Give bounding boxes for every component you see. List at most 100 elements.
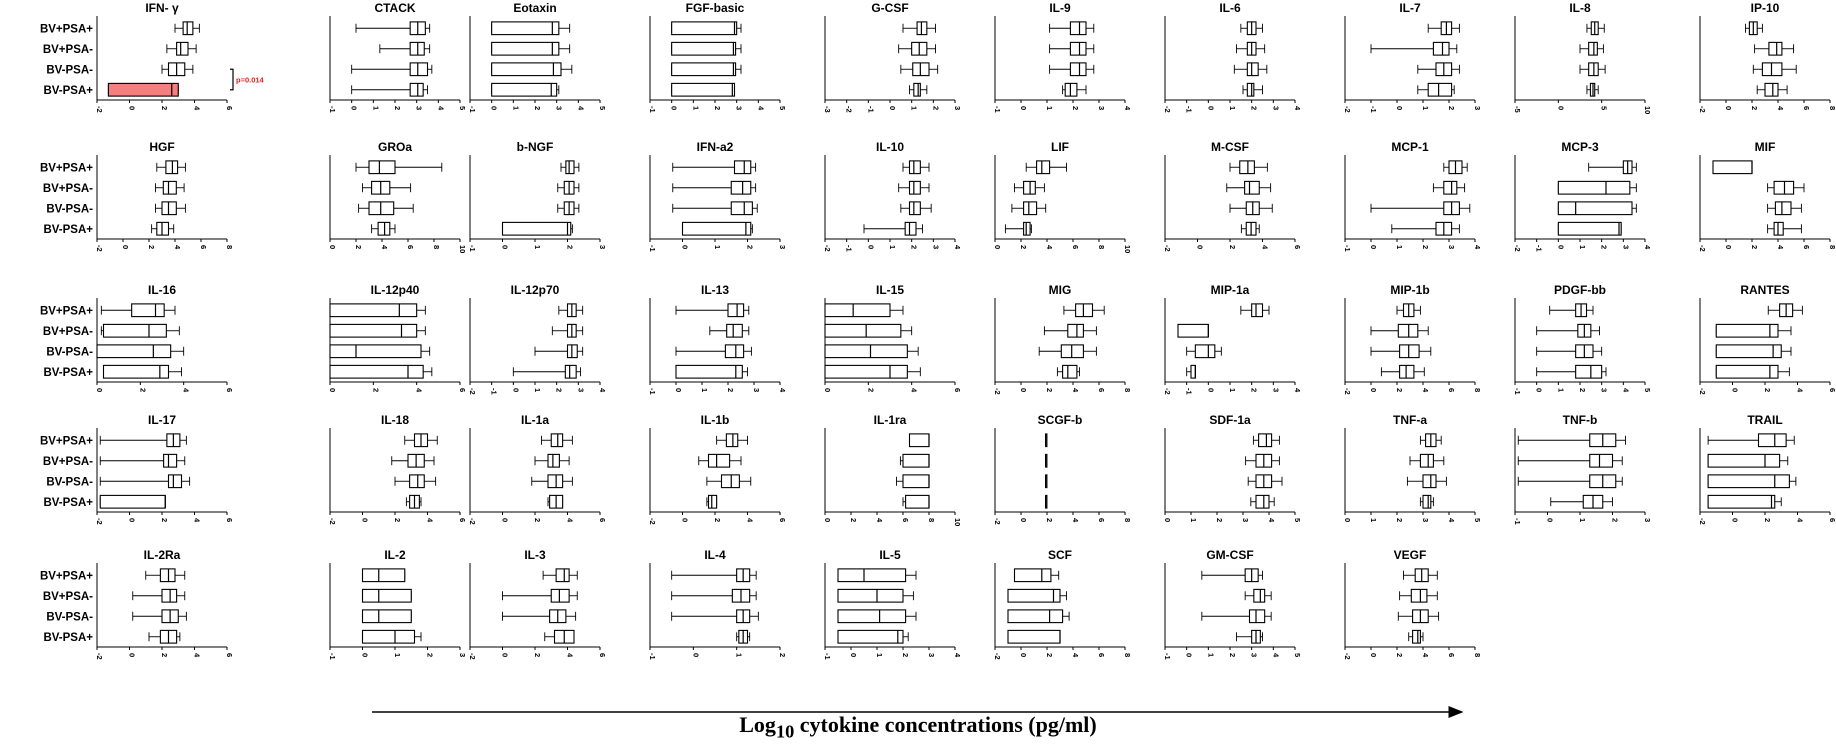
tick-label: 6	[225, 106, 234, 110]
tick-label: 8	[1473, 653, 1482, 657]
group-label: BV+PSA+	[40, 305, 93, 317]
tick-label: -1	[490, 388, 499, 395]
panel-title: MIP-1b	[1390, 283, 1429, 297]
tick-label: 0	[490, 106, 499, 110]
tick-label: 6	[225, 653, 234, 657]
tick-label: 4	[566, 518, 575, 523]
tick-label: 2	[910, 245, 919, 249]
tick-label: 8	[432, 245, 441, 249]
tick-label: -2	[1513, 245, 1522, 252]
tick-label: 3	[458, 653, 467, 657]
panel-pdgf-bb: PDGF-bb -1 0 1 2 3 4 5	[1513, 283, 1652, 395]
box	[1258, 433, 1273, 448]
panel-sdf-1a: SDF-1a 0 1 2 3 4 5	[1163, 413, 1302, 523]
box	[102, 323, 167, 338]
tick-label: 6	[458, 388, 467, 392]
box	[1251, 303, 1264, 318]
panel-title: VEGF	[1394, 548, 1427, 562]
tick-label: 6	[778, 518, 787, 522]
tick-label: 3	[1621, 245, 1630, 249]
box	[1190, 364, 1196, 379]
tick-label: 1	[1556, 388, 1565, 392]
panel-mig: MIG -2 0 2 4 6 8	[993, 283, 1132, 395]
panel-scf: SCF -2 0 2 4 6 8	[993, 548, 1132, 660]
tick-label: 0	[1556, 245, 1565, 249]
tick-label: 2	[160, 653, 169, 657]
tick-label: 6	[1097, 388, 1106, 392]
tick-label: -2	[95, 518, 104, 525]
box	[1069, 21, 1087, 36]
tick-label: 0	[1369, 653, 1378, 657]
panel-ifn-a2: IFN-a2 -1 0 1 2 3	[648, 140, 787, 252]
box	[501, 221, 572, 236]
panels: IFN- γ BV+PSA+ BV+PSA- BV-PSA- BV-PSA+ -2 0 2 4 6…	[40, 1, 1836, 660]
tick-label: 4	[910, 388, 919, 393]
tick-label: 1	[1228, 106, 1237, 110]
tick-label: 0	[1185, 653, 1194, 657]
tick-label: 0	[1724, 106, 1733, 110]
tick-label: 1	[910, 106, 919, 110]
panel-il-1ra: IL-1ra 0 2 4 6 8 10	[823, 413, 962, 526]
panel-title: IL-1a	[521, 413, 549, 427]
panel-il-12p40: IL-12p40 0 2 4 6	[328, 283, 467, 393]
x-axis-label: Log10 cytokine concentrations (pg/ml)	[739, 712, 1097, 742]
box	[1588, 41, 1598, 56]
box	[1248, 609, 1266, 624]
panel-fgf-basic: FGF-basic -1 0 1 2 3 4 5	[648, 1, 787, 113]
tick-label: 4	[1261, 245, 1270, 250]
tick-label: 0	[670, 106, 679, 110]
panel-title: SDF-1a	[1209, 413, 1251, 427]
tick-label: 2	[1763, 518, 1772, 522]
tick-label: 2	[1228, 245, 1237, 249]
panel-mip-1b: MIP-1b -2 0 2 4 6 8	[1343, 283, 1482, 395]
box	[361, 588, 412, 603]
tick-label: 2	[1071, 106, 1080, 110]
panel-hgf: HGF BV+PSA+ BV+PSA- BV-PSA- BV-PSA+ -2 0 2 4 6 8	[40, 140, 234, 252]
tick-label: -1	[328, 106, 337, 113]
panel-title: MIG	[1049, 283, 1072, 297]
tick-label: 2	[1250, 388, 1259, 392]
tick-label: -1	[993, 106, 1002, 113]
box	[564, 364, 577, 379]
tick-label: -1	[1185, 106, 1194, 113]
tick-label: -1	[1513, 518, 1522, 525]
tick-label: 4	[953, 653, 962, 658]
box	[96, 344, 172, 359]
tick-label: 0	[1019, 106, 1028, 110]
panel-tnf-a: TNF-a 0 1 2 3 4 5	[1343, 413, 1482, 523]
tick-label: 6	[199, 245, 208, 249]
box	[1023, 201, 1038, 216]
group-label: BV+PSA-	[43, 44, 93, 56]
box	[730, 201, 753, 216]
tick-label: 6	[1447, 653, 1456, 657]
tick-label: 3	[1643, 518, 1652, 522]
panel-il-8: IL-8 -5 0 5 10	[1513, 1, 1652, 114]
box	[1062, 364, 1078, 379]
tick-label: 2	[1395, 518, 1404, 522]
box	[904, 221, 917, 236]
tick-label: 2	[147, 245, 156, 249]
box	[1069, 41, 1087, 56]
tick-label: 3	[1241, 518, 1250, 522]
box	[99, 494, 166, 509]
tick-label: -3	[823, 106, 832, 113]
tick-label: 3	[1097, 106, 1106, 110]
panel-title: MCP-3	[1561, 140, 1599, 154]
panel-title: IL-5	[879, 548, 901, 562]
box	[1757, 433, 1787, 448]
tick-label: 0	[866, 245, 875, 249]
tick-label: 0	[888, 106, 897, 110]
tick-label: 1	[511, 106, 520, 110]
tick-label: 5	[1293, 653, 1302, 657]
box	[671, 82, 736, 97]
group-label: BV+PSA+	[40, 435, 93, 447]
tick-label: 8	[1123, 388, 1132, 392]
tick-label: 0	[1019, 653, 1028, 657]
tick-label: 0	[350, 106, 359, 110]
box	[1246, 62, 1259, 77]
panel-title: IL-1b	[701, 413, 730, 427]
tick-label: 4	[1071, 653, 1080, 658]
tick-label: 4	[1123, 106, 1132, 111]
panel-title: FGF-basic	[686, 1, 745, 15]
box	[162, 180, 177, 195]
